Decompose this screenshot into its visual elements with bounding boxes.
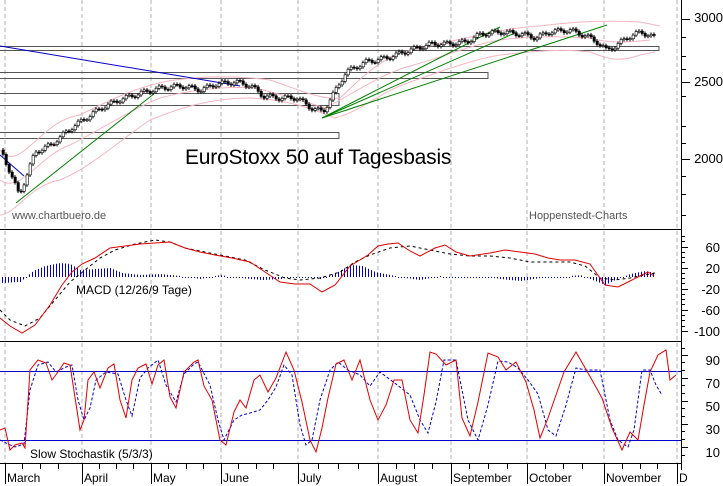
- month-june: June: [223, 471, 250, 485]
- x-axis-ticks: [5, 463, 678, 484]
- stoch-axis-ticks: [681, 348, 688, 456]
- month-april: April: [84, 471, 109, 485]
- descending-trendline: [0, 45, 241, 87]
- macd-label-neg60: -60: [701, 303, 720, 318]
- credit-chartbuero: www.chartbuero.de: [12, 210, 107, 222]
- price-label-2000: 2000: [694, 151, 723, 166]
- candlesticks: [1, 26, 656, 194]
- macd-label-neg20: -20: [701, 282, 720, 297]
- stoch-label-30: 30: [705, 422, 720, 437]
- month-october: October: [529, 471, 572, 485]
- stoch-label-90: 90: [705, 353, 720, 368]
- macd-label-60: 60: [705, 240, 720, 255]
- month-july: July: [300, 471, 322, 485]
- month-august: August: [380, 471, 418, 485]
- credit-hoppenstedt: Hoppenstedt-Charts: [529, 210, 628, 222]
- stoch-label-10: 10: [705, 445, 720, 460]
- month-december: D: [679, 471, 688, 485]
- macd-signal-line: [0, 239, 656, 327]
- macd-histogram: [2, 263, 654, 285]
- descending-trendline-early: [0, 154, 25, 177]
- price-label-2500: 2500: [694, 74, 723, 89]
- macd-line: [0, 241, 655, 334]
- support-zones: [0, 46, 660, 139]
- month-gridlines: [4, 0, 678, 463]
- stoch-d-line: [0, 359, 663, 448]
- stoch-label-50: 50: [705, 399, 720, 414]
- month-march: March: [7, 471, 41, 485]
- price-label-3000: 3000: [694, 10, 723, 25]
- month-september: September: [453, 471, 512, 485]
- macd-axis-ticks: [681, 236, 688, 332]
- stoch-label: Slow Stochastik (5/3/3): [30, 447, 153, 461]
- macd-label: MACD (12/26/9 Tage): [76, 283, 192, 297]
- month-may: May: [153, 471, 176, 485]
- chart-title: EuroStoxx 50 auf Tagesbasis: [185, 146, 452, 169]
- stoch-k-line: [0, 349, 677, 454]
- stoch-label-70: 70: [705, 376, 720, 391]
- macd-label-20: 20: [705, 261, 720, 276]
- month-november: November: [606, 471, 662, 485]
- macd-label-neg100: -100: [693, 324, 720, 339]
- ascending-trendlines: [15, 24, 608, 204]
- panel-frames: [0, 0, 682, 470]
- price-axis-ticks: [681, 19, 690, 216]
